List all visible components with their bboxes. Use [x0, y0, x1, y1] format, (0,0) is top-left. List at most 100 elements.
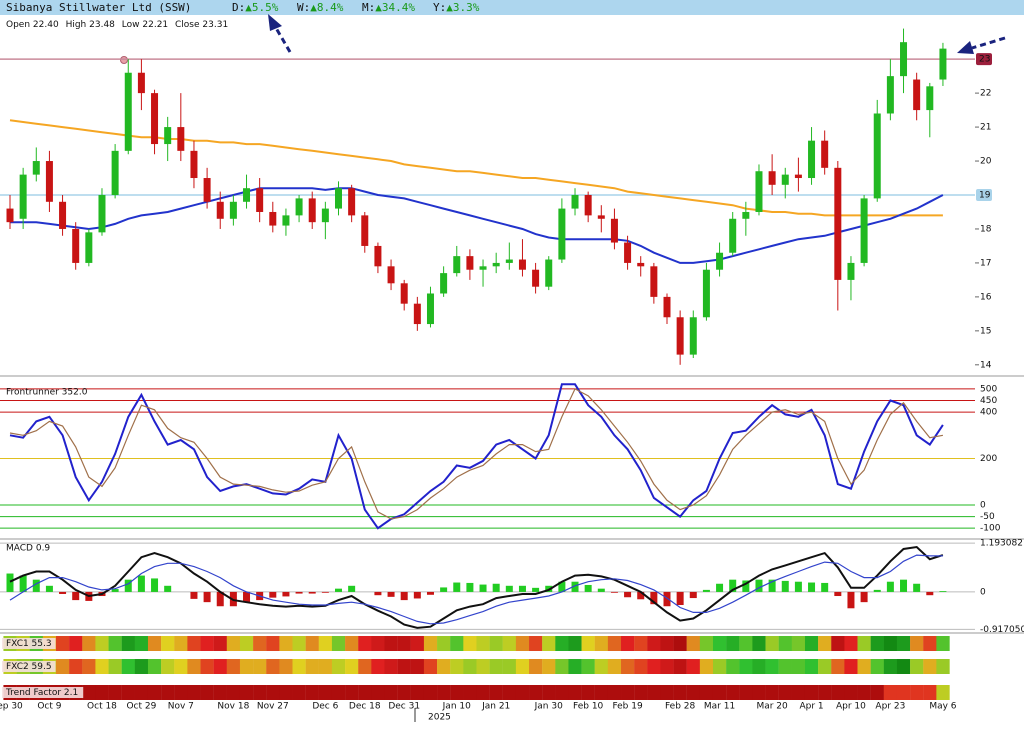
- candle-body: [597, 215, 605, 219]
- heat-cell: [660, 685, 674, 700]
- heat-cell: [712, 636, 727, 651]
- heat-cell: [831, 659, 845, 674]
- ohlc-label: Open: [6, 20, 30, 30]
- candle-body: [361, 215, 369, 246]
- heat-cell: [331, 659, 346, 674]
- heat-cell: [818, 636, 832, 651]
- heat-cell: [69, 636, 83, 651]
- candle-body: [45, 161, 53, 202]
- candle-body: [32, 161, 40, 175]
- ohlc-value: 22.21: [142, 20, 168, 30]
- change-label: Y:: [433, 1, 446, 14]
- x-tick-label: Jan 21: [481, 702, 510, 712]
- y-tick-label: 1.193082: [980, 539, 1023, 549]
- heat-cell: [345, 636, 359, 651]
- heat-cell: [647, 659, 661, 674]
- heat-cell: [82, 636, 96, 651]
- candle-body: [558, 208, 566, 260]
- candle-body: [59, 201, 67, 229]
- histogram-bar: [505, 585, 513, 592]
- heat-cell: [437, 685, 451, 700]
- heat-cell: [568, 685, 582, 700]
- ohlc-label: Low: [122, 20, 140, 30]
- heat-cell: [384, 685, 398, 700]
- heat-cell: [121, 636, 135, 651]
- heat-cell: [896, 659, 911, 674]
- change-label: M:: [362, 1, 375, 14]
- candle-body: [834, 167, 842, 280]
- heat-cell: [778, 636, 792, 651]
- heat-cell: [437, 636, 451, 651]
- y-tick-label: -100: [980, 524, 1001, 534]
- heat-cell: [371, 659, 385, 674]
- year-label: 2025: [428, 713, 451, 723]
- ohlc-label: Close: [175, 20, 200, 30]
- heat-cell: [818, 659, 832, 674]
- price-badge-label: 23: [979, 55, 990, 65]
- heat-cell: [450, 685, 464, 700]
- heat-cell: [55, 659, 70, 674]
- candle-body: [216, 201, 224, 219]
- candle-body: [860, 198, 868, 263]
- heat-cell: [581, 636, 595, 651]
- change-value: ▲3.3%: [446, 1, 479, 14]
- candle-body: [190, 150, 198, 179]
- heat-cell: [463, 685, 477, 700]
- heat-cell: [568, 636, 582, 651]
- candle-body: [256, 188, 264, 212]
- heat-cell: [555, 659, 569, 674]
- heat-cell: [529, 659, 543, 674]
- x-tick-label: Nov 27: [257, 702, 289, 712]
- heat-cell: [515, 685, 530, 700]
- histogram-bar: [926, 591, 934, 596]
- heat-cell: [634, 659, 648, 674]
- histogram-bar: [624, 591, 632, 598]
- histogram-bar: [321, 591, 329, 593]
- heat-cell: [739, 659, 753, 674]
- heat-cell: [923, 636, 937, 651]
- heat-cell: [239, 659, 254, 674]
- heat-cell: [358, 659, 372, 674]
- heat-cell: [581, 685, 595, 700]
- annotation-arrow: [268, 14, 1006, 54]
- heat-cell: [82, 685, 96, 700]
- x-tick-label: Dec 18: [349, 702, 381, 712]
- candle-body: [203, 178, 211, 202]
- heat-cell: [686, 659, 701, 674]
- x-tick-label: Mar 20: [756, 702, 788, 712]
- x-tick-label: Nov 7: [168, 702, 194, 712]
- x-tick-label: Oct 18: [87, 702, 117, 712]
- heat-cell: [607, 636, 622, 651]
- candle-body: [729, 218, 737, 253]
- x-tick-label: Apr 23: [875, 702, 905, 712]
- candle-body: [151, 93, 159, 145]
- heat-cell: [896, 636, 911, 651]
- candle-body: [676, 317, 684, 355]
- histogram-bar: [387, 591, 395, 597]
- marker: [120, 56, 128, 64]
- candle-body: [742, 211, 750, 219]
- heat-cell: [883, 659, 898, 674]
- heat-cell: [791, 659, 806, 674]
- candle-body: [295, 198, 303, 216]
- price-badge-label: 19: [979, 191, 991, 201]
- candle-body: [335, 188, 342, 209]
- heat-cell: [147, 685, 162, 700]
- ohlc-info: Open 22.40 High 23.48 Low 22.21 Close 23…: [6, 20, 228, 30]
- ohlc-value: 23.31: [202, 20, 228, 30]
- heat-cell: [345, 659, 359, 674]
- x-tick-label: Apr 10: [836, 702, 866, 712]
- y-tick-label: 200: [980, 454, 997, 464]
- heat-cell: [739, 636, 753, 651]
- heat-cell: [292, 685, 306, 700]
- candle-body: [624, 242, 632, 263]
- x-tick-label: May 6: [929, 702, 956, 712]
- candle-body: [821, 140, 829, 168]
- y-tick-label: 400: [980, 408, 997, 418]
- candle-body: [755, 171, 763, 212]
- histogram-bar: [742, 580, 750, 592]
- histogram-bar: [794, 581, 802, 592]
- candle-body: [387, 266, 395, 284]
- histogram-bar: [558, 581, 566, 592]
- heat-cell: [883, 636, 898, 651]
